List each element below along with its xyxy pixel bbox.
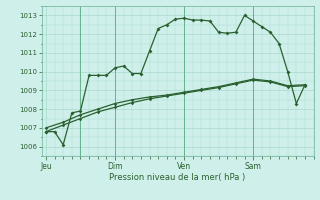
X-axis label: Pression niveau de la mer( hPa ): Pression niveau de la mer( hPa ): [109, 173, 246, 182]
